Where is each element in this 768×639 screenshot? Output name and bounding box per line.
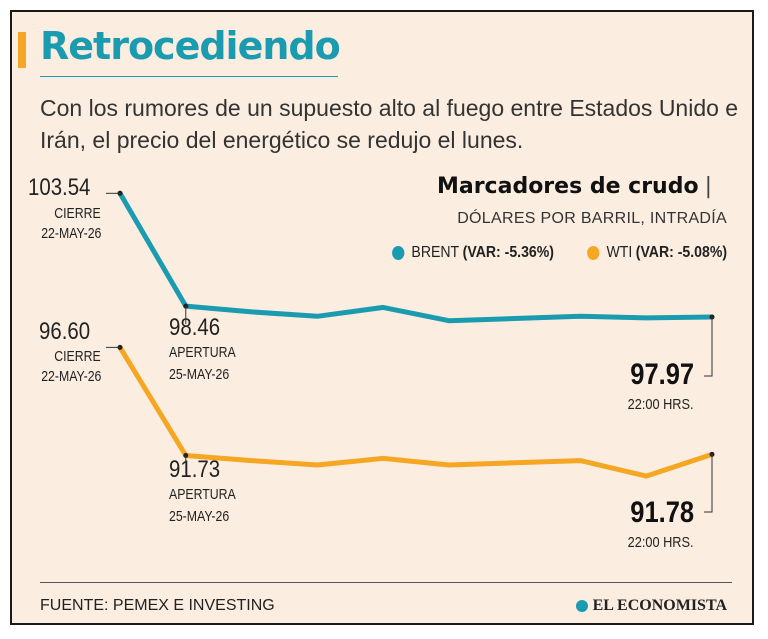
brand-name: EL ECONOMISTA [592,597,727,614]
legend-title: Marcadores de crudo | [437,174,712,199]
legend-item-brent: BRENT (VAR: -5.36%) [392,244,554,262]
wti-final-leader [704,454,713,513]
brent-legend-dot [392,246,405,260]
brent-open-value: 98.46 [169,314,221,341]
brent-legend-name: BRENT [411,244,460,261]
brent-final-leader [704,316,713,377]
footer-divider [40,582,732,583]
wti-open-date: 25-MAY-26 [169,508,230,525]
brand-logo-icon [575,600,588,612]
chart-title: Retrocediendo [40,24,341,68]
legend-unit: DÓLARES POR BARRIL, INTRADÍA [457,210,727,227]
wti-close-label: CIERRE [54,348,101,365]
wti-legend-name: WTI [606,244,633,261]
legend: BRENT (VAR: -5.36%) WTI (VAR: -5.08%) [356,244,727,262]
brent-open-label: APERTURA [169,344,236,361]
wti-series-line [117,344,715,479]
brand-logo: EL ECONOMISTA [575,597,727,615]
chart-subtitle: Con los rumores de un supuesto alto al f… [40,95,739,153]
brent-final-time: 22:00 HRS. [628,396,694,413]
title-underline [40,76,338,77]
wti-close-date: 22-MAY-26 [40,368,101,385]
wti-open-value: 91.73 [169,456,221,483]
legend-item-wti: WTI (VAR: -5.08%) [587,244,727,262]
title-accent-bar [18,32,26,68]
wti-close-value: 96.60 [38,318,90,345]
brent-legend-var: (VAR: -5.36%) [462,244,554,261]
brent-close-value: 103.54 [27,174,90,201]
brent-close-label: CIERRE [54,205,101,222]
brent-series-line [117,190,715,324]
brent-open-date: 25-MAY-26 [169,366,230,383]
wti-legend-dot [587,246,600,260]
legend-title-text: Marcadores de crudo [436,174,699,199]
wti-legend-var: (VAR: -5.08%) [635,244,727,261]
wti-final-value: 91.78 [630,496,694,529]
brent-close-date: 22-MAY-26 [40,225,101,242]
legend-title-separator: | [704,174,712,199]
wti-open-label: APERTURA [169,486,236,503]
brent-final-value: 97.97 [630,358,694,391]
source-note: FUENTE: PEMEX E INVESTING [40,597,275,614]
wti-final-time: 22:00 HRS. [628,534,694,551]
